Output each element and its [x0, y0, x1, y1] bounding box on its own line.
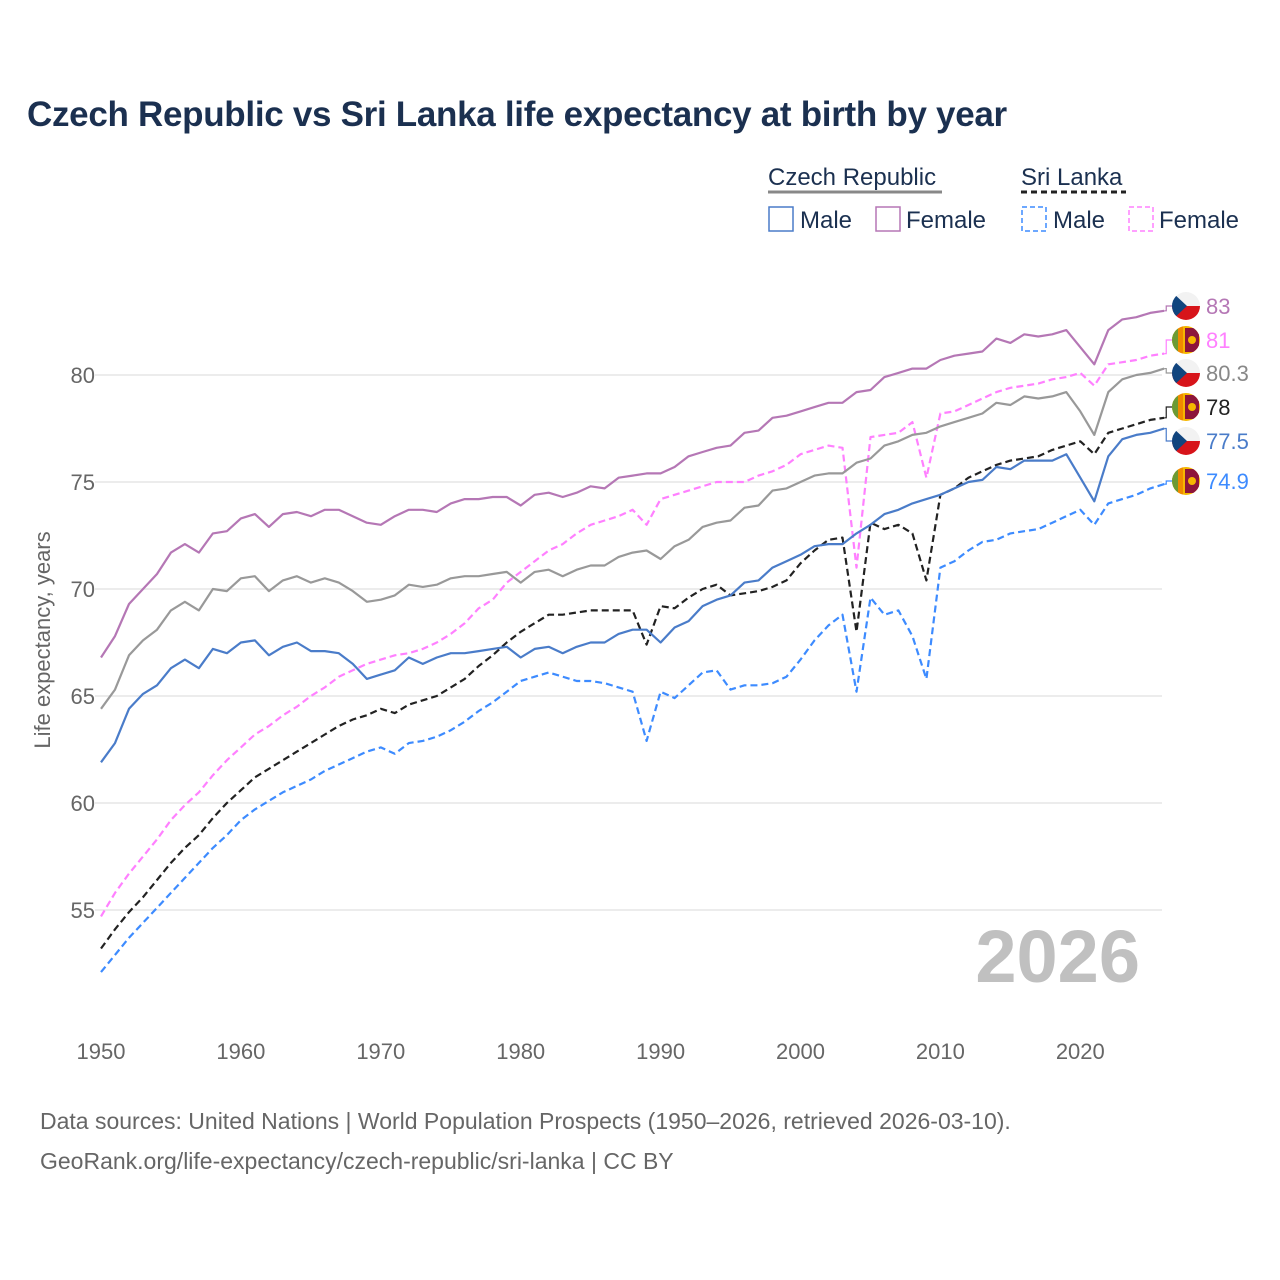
y-tick-label: 80: [71, 363, 95, 388]
end-value-label: 80.3: [1206, 361, 1249, 386]
year-watermark: 2026: [975, 915, 1140, 998]
end-connector: [1164, 480, 1173, 485]
legend: Czech Republic Sri Lanka Male Female Mal…: [768, 164, 1239, 234]
end-value-label: 81: [1206, 328, 1230, 353]
end-value-label: 83: [1206, 294, 1230, 319]
end-connector: [1164, 427, 1173, 442]
legend-swatch-lk-female: [1128, 206, 1154, 232]
series-line-czech-republic-male: [100, 427, 1165, 763]
footer-attribution[interactable]: GeoRank.org/life-expectancy/czech-republ…: [40, 1148, 674, 1174]
x-tick-label: 1980: [496, 1039, 545, 1064]
series-line-sri-lanka: [100, 416, 1165, 950]
x-tick-label: 2010: [916, 1039, 965, 1064]
end-connector: [1164, 339, 1173, 355]
y-tick-label: 75: [71, 470, 95, 495]
y-tick-label: 60: [71, 791, 95, 816]
x-tick-label: 1990: [636, 1039, 685, 1064]
sri-lanka-flag-icon: [1172, 393, 1200, 421]
czech-flag-icon: [1172, 292, 1200, 320]
x-tick-label: 1960: [216, 1039, 265, 1064]
series-line-sri-lanka-female: [100, 352, 1165, 917]
series-line-czech-republic: [100, 367, 1165, 710]
legend-swatch-cz-female: [875, 206, 901, 232]
legend-swatch-lk-male: [1021, 206, 1047, 232]
czech-flag-icon: [1172, 359, 1200, 387]
end-connector: [1164, 406, 1173, 419]
y-tick-label: 65: [71, 684, 95, 709]
legend-group-czech-republic: Czech Republic: [768, 164, 936, 191]
legend-cz-male[interactable]: Male: [800, 207, 852, 234]
legend-lk-female[interactable]: Female: [1159, 207, 1239, 234]
x-tick-label: 2020: [1056, 1039, 1105, 1064]
legend-group-sri-lanka: Sri Lanka: [1021, 164, 1123, 191]
x-tick-label: 1970: [356, 1039, 405, 1064]
legend-cz-female[interactable]: Female: [906, 207, 986, 234]
x-tick-label: 2000: [776, 1039, 825, 1064]
end-value-label: 78: [1206, 395, 1230, 420]
footer-sources: Data sources: United Nations | World Pop…: [40, 1108, 1011, 1134]
sri-lanka-flag-icon: [1172, 467, 1200, 495]
end-value-label: 74.9: [1206, 469, 1249, 494]
sri-lanka-flag-icon: [1172, 326, 1200, 354]
czech-flag-icon: [1172, 427, 1200, 455]
chart-title: Czech Republic vs Sri Lanka life expecta…: [27, 95, 1007, 134]
x-tick-label: 1950: [77, 1039, 126, 1064]
legend-swatch-cz-male: [768, 206, 794, 232]
series-line-czech-republic-female: [100, 309, 1165, 659]
y-tick-label: 70: [71, 577, 95, 602]
y-tick-label: 55: [71, 898, 95, 923]
series-line-sri-lanka-male: [100, 483, 1165, 973]
end-connector: [1164, 305, 1173, 312]
legend-lk-male[interactable]: Male: [1053, 207, 1105, 234]
y-axis-label: Life expectancy, years: [30, 531, 55, 748]
end-value-label: 77.5: [1206, 429, 1249, 454]
end-connector: [1164, 367, 1173, 374]
